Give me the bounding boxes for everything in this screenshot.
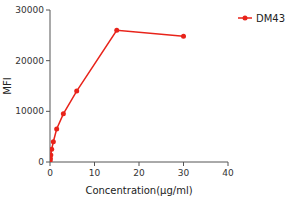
point xyxy=(50,147,54,152)
y-tick-label: 20000 xyxy=(15,56,44,66)
x-tick-label: 10 xyxy=(89,168,101,178)
x-tick-label: 40 xyxy=(222,168,234,178)
y-tick-label: 30000 xyxy=(15,5,44,15)
point xyxy=(51,139,56,144)
x-tick xyxy=(139,162,140,166)
y-axis-label: MFI xyxy=(2,77,13,94)
point xyxy=(54,127,59,132)
x-tick-label: 20 xyxy=(133,168,145,178)
y-tick xyxy=(46,162,50,163)
x-tick-label: 30 xyxy=(178,168,190,178)
series-line xyxy=(50,30,183,160)
y-tick-label: 10000 xyxy=(15,106,44,116)
x-tick xyxy=(228,162,229,166)
legend: DM43 xyxy=(238,13,285,24)
legend-marker xyxy=(243,16,248,21)
x-axis-label: Concentration(μg/ml) xyxy=(85,185,192,196)
x-tick xyxy=(50,162,51,166)
point xyxy=(114,28,119,33)
point xyxy=(181,34,186,39)
y-tick xyxy=(46,10,50,11)
point xyxy=(61,111,66,116)
y-tick-label: 0 xyxy=(38,157,44,167)
chart-container: 0 10 20 30 40 0 10000 20000 30000 Concentration(μ… xyxy=(0,0,300,200)
point xyxy=(74,89,79,94)
legend-label: DM43 xyxy=(256,13,285,24)
point xyxy=(50,152,53,157)
x-tick xyxy=(183,162,184,166)
y-axis-line xyxy=(50,10,51,162)
x-tick xyxy=(94,162,95,166)
chart: 0 10 20 30 40 0 10000 20000 30000 Concentration(μ… xyxy=(0,0,300,200)
x-tick-label: 0 xyxy=(47,168,53,178)
plot-area xyxy=(50,28,186,162)
y-tick xyxy=(46,111,50,112)
y-tick xyxy=(46,60,50,61)
